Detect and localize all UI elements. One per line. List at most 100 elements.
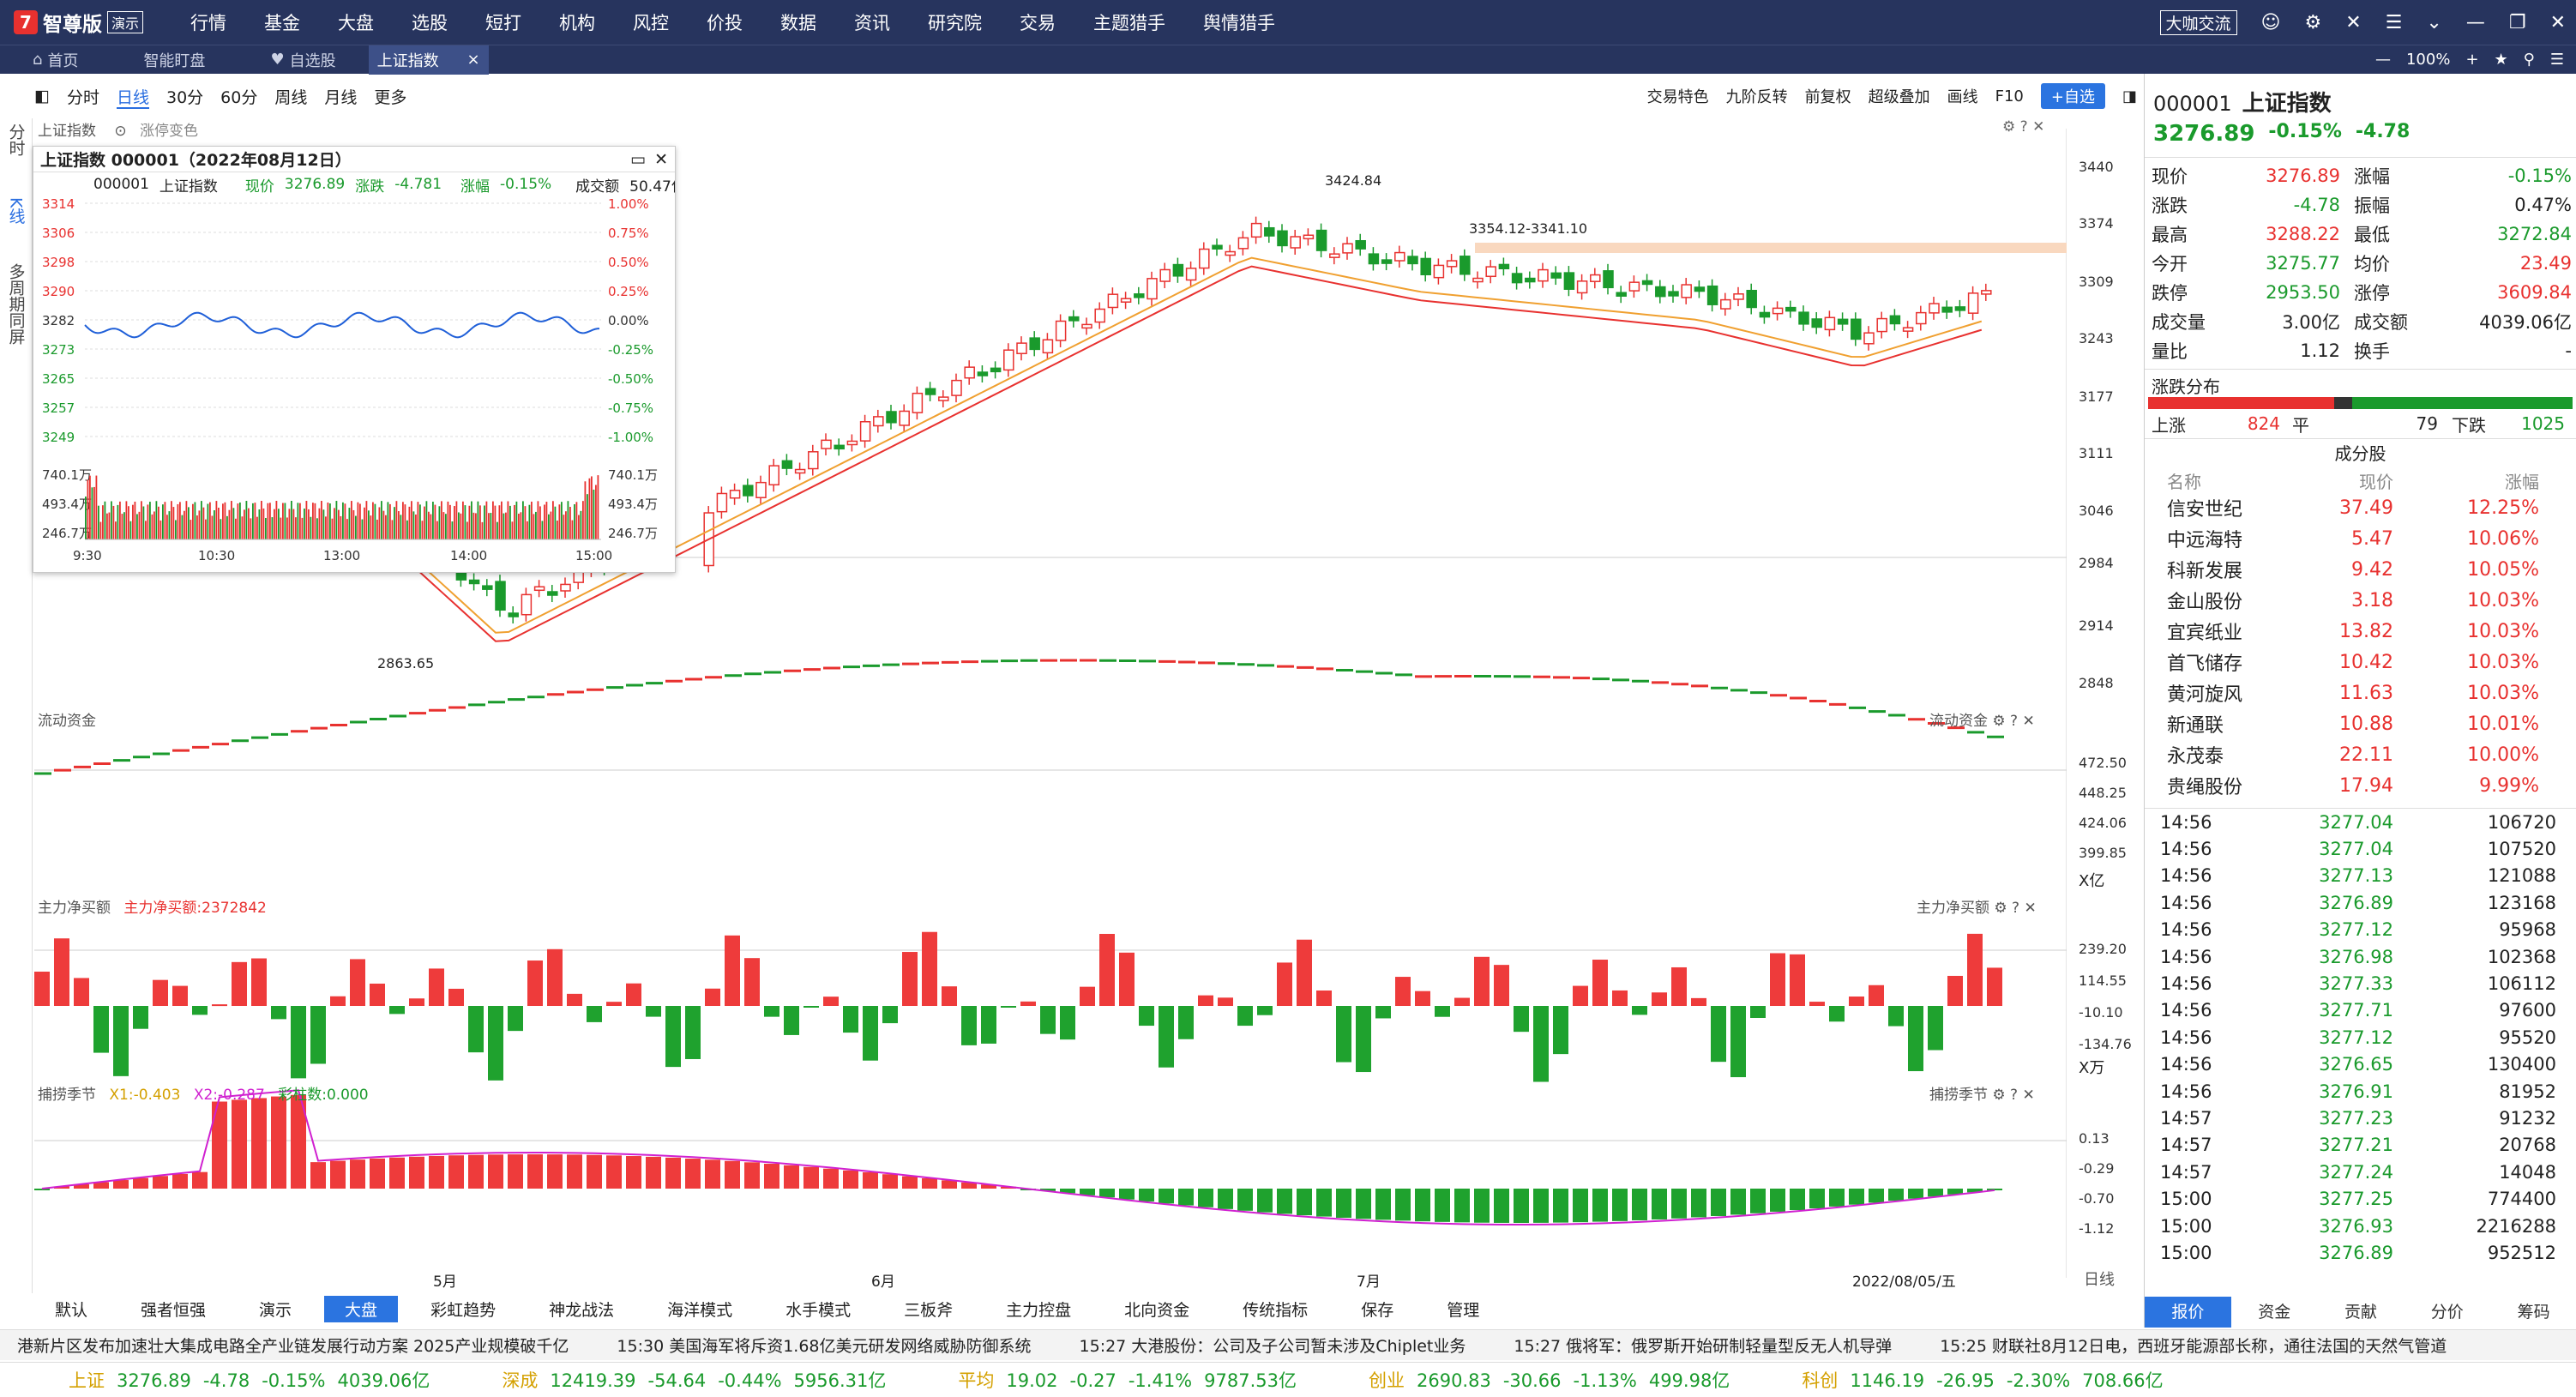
menu-item[interactable]: 短打 [485,13,521,33]
add-watchlist-button[interactable]: +自选 [2040,83,2105,109]
news-item[interactable]: 15:25 财联社8月12日电，西班牙能源部长称，通往法国的天然气管道 [1940,1337,2447,1356]
news-item[interactable]: 15:30 美国海军将斥资1.68亿美元研发网络威胁防御系统 [617,1337,1032,1356]
menu-item[interactable]: 资讯 [854,13,890,33]
settings-icon[interactable]: ⚙ ? ✕ [1992,713,2035,730]
template-tab[interactable]: 强者恒强 [141,1300,207,1320]
user-icon[interactable]: ☺ [2260,11,2281,33]
menu-item[interactable]: 风控 [633,13,669,33]
zoom-out-icon[interactable]: — [2374,51,2391,69]
template-tab[interactable]: 海洋模式 [667,1300,733,1320]
more-icon[interactable]: ☰ [2549,51,2564,69]
close-icon[interactable]: ✕ [2032,118,2045,135]
quote-tab[interactable]: 筹码 [2517,1303,2550,1322]
template-tab[interactable]: 默认 [55,1300,88,1320]
menu-item[interactable]: 主题猎手 [1093,13,1165,33]
component-row[interactable]: 贵绳股份 17.94 9.99% [2145,770,2576,801]
trade-feature-dropdown[interactable]: 交易特色 [1646,88,1709,106]
menu-item[interactable]: 选股 [412,13,448,33]
panel-toggle-icon[interactable]: ◨ [2122,87,2137,105]
template-tab[interactable]: 神龙战法 [549,1300,615,1320]
menu-item[interactable]: 行情 [190,13,226,33]
component-row[interactable]: 金山股份 3.18 10.03% [2145,585,2576,616]
menu-item[interactable]: 机构 [559,13,595,33]
draw-line-button[interactable]: 画线 [1947,88,1978,106]
sidebar-timeshare[interactable]: 分时 [6,123,26,156]
adjust-dropdown[interactable]: 前复权 [1804,88,1851,106]
template-tab[interactable]: 演示 [259,1300,292,1320]
sidebar-multi-period[interactable]: 多周期同屏 [6,263,26,346]
menu-item[interactable]: 大盘 [338,13,374,33]
menu-icon[interactable]: ☰ [2385,11,2403,33]
tab-home[interactable]: ⌂ 首页 [0,45,111,75]
intraday-popup[interactable]: 上证指数 000001（2022年08月12日） ▭ ✕ 000001 上证指数… [33,146,676,573]
menu-item[interactable]: 价投 [707,13,743,33]
news-item[interactable]: 15:27 俄将军：俄罗斯开始研制轻量型反无人机导弹 [1514,1337,1893,1356]
f10-button[interactable]: F10 [1995,87,2024,105]
tools-icon[interactable]: ✕ [2345,11,2362,33]
limit-color-toggle[interactable]: 涨停变色 [140,123,199,140]
popup-close-icon[interactable]: ✕ [654,149,668,169]
close-icon[interactable]: ✕ [2549,11,2566,33]
component-row[interactable]: 新通联 10.88 10.01% [2145,708,2576,739]
component-row[interactable]: 中远海特 5.47 10.06% [2145,523,2576,554]
period-4[interactable]: 周线 [274,87,308,107]
period-5[interactable]: 月线 [324,87,358,107]
pin-icon[interactable]: ⚲ [2523,51,2535,69]
news-item[interactable]: 15:27 大港股份：公司及子公司暂未涉及Chiplet业务 [1079,1337,1466,1356]
layout-icon[interactable]: ◧ [34,87,50,105]
template-tab[interactable]: 三板斧 [904,1300,954,1320]
quote-tab[interactable]: 分价 [2430,1303,2464,1322]
period-3[interactable]: 60分 [220,87,258,107]
quote-tab[interactable]: 报价 [2145,1297,2231,1328]
template-tab[interactable]: 北向资金 [1124,1300,1190,1320]
menu-item[interactable]: 舆情猎手 [1203,13,1275,33]
maximize-icon[interactable]: ❐ [2508,11,2526,33]
period-1[interactable]: 日线 [116,87,149,109]
menu-item[interactable]: 基金 [264,13,300,33]
template-tab[interactable]: 传统指标 [1243,1300,1309,1320]
overlay-dropdown[interactable]: 超级叠加 [1868,88,1930,106]
menu-item[interactable]: 数据 [780,13,816,33]
component-row[interactable]: 科新发展 9.42 10.05% [2145,554,2576,585]
quote-tab[interactable]: 资金 [2258,1303,2291,1322]
menu-item[interactable]: 交易 [1020,13,1056,33]
help-icon[interactable]: ? [2019,118,2028,135]
status-index[interactable]: 深成 12419.39 -54.64 -0.44% 5956.31亿 [502,1367,898,1393]
quote-tab[interactable]: 贡献 [2344,1303,2377,1322]
status-index[interactable]: 创业 2690.83 -30.66 -1.13% 499.98亿 [1369,1367,1742,1393]
period-0[interactable]: 分时 [66,87,99,107]
component-row[interactable]: 信安世纪 37.49 12.25% [2145,492,2576,523]
nine-reversal-button[interactable]: 九阶反转 [1725,88,1788,106]
star-icon[interactable]: ★ [2494,51,2508,69]
menu-item[interactable]: 研究院 [928,13,982,33]
period-6[interactable]: 更多 [374,87,407,107]
close-tab-icon[interactable]: × [466,51,480,69]
minimize-icon[interactable]: — [2465,11,2485,33]
settings-icon[interactable]: ⚙ ? ✕ [1994,900,2037,917]
tab-smart-watch[interactable]: 智能盯盘 [111,45,238,75]
status-index[interactable]: 平均 19.02 -0.27 -1.41% 9787.53亿 [958,1367,1309,1393]
zoom-in-icon[interactable]: + [2465,51,2479,69]
tab-watchlist[interactable]: ♥ 自选股 [238,45,368,75]
status-index[interactable]: 上证 3276.89 -4.78 -0.15% 4039.06亿 [69,1367,442,1393]
template-tab[interactable]: 大盘 [324,1295,399,1322]
template-tab[interactable]: 主力控盘 [1006,1300,1072,1320]
news-item[interactable]: 港新片区发布加速壮大集成电路全产业链发展行动方案 2025产业规模破千亿 [17,1337,569,1356]
component-row[interactable]: 黄河旋风 11.63 10.03% [2145,677,2576,708]
dropdown-icon[interactable]: ⊙ [114,123,127,140]
sidebar-kline[interactable]: K线 [6,197,26,225]
period-2[interactable]: 30分 [166,87,204,107]
expert-button[interactable]: 大咖交流 [2159,9,2237,35]
settings-icon[interactable]: ⚙ [2002,118,2016,135]
component-row[interactable]: 首飞储存 10.42 10.03% [2145,647,2576,677]
template-tab[interactable]: 彩虹趋势 [430,1300,497,1320]
popup-minimize-icon[interactable]: ▭ [630,149,646,169]
main-chart[interactable]: 3424.84 2863.65 3354.12-3341.10 [34,129,2067,1278]
template-tab[interactable]: 水手模式 [785,1300,852,1320]
settings-icon[interactable]: ⚙ [2304,11,2322,33]
component-row[interactable]: 宜宾纸业 13.82 10.03% [2145,616,2576,647]
settings-icon[interactable]: ⚙ ? ✕ [1992,1087,2035,1104]
template-tab[interactable]: 保存 [1361,1300,1394,1320]
tab-sh-index[interactable]: 上证指数 × [368,45,489,75]
component-row[interactable]: 永茂泰 22.11 10.00% [2145,739,2576,770]
